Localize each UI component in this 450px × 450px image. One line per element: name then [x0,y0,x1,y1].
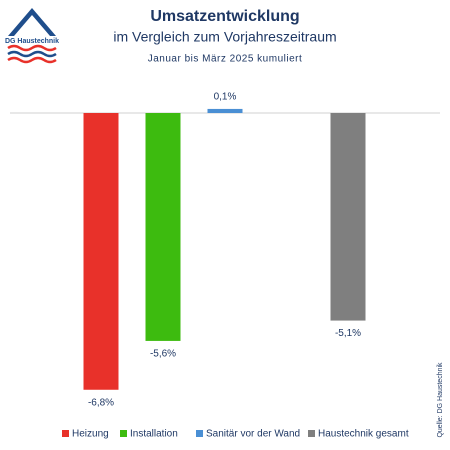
legend-label: Installation [130,429,178,440]
chart-note: Januar bis März 2025 kumuliert [148,54,303,65]
value-label: -6,8% [88,397,114,408]
legend-swatch [196,430,203,437]
chart-subtitle: im Vergleich zum Vorjahreszeitraum [113,29,336,45]
logo-roof [8,8,56,36]
bar [330,113,366,321]
bar [145,113,181,341]
source: Quelle: DG Haustechnik [437,362,444,438]
logo-wave [7,50,57,58]
logo-wave [7,44,57,52]
value-label: -5,6% [150,349,176,360]
legend-swatch [308,430,315,437]
value-label: 0,1% [214,92,237,103]
legend-label: Heizung [72,429,109,440]
legend-swatch [62,430,69,437]
legend-swatch [120,430,127,437]
logo: DG Haustechnik [5,8,59,64]
value-label: -5,1% [335,328,361,339]
logo-text: DG Haustechnik [5,38,59,45]
legend-label: Sanitär vor der Wand [206,429,300,440]
bar [83,113,119,390]
bar [207,108,243,113]
legend-label: Haustechnik gesamt [318,429,409,440]
logo-wave [7,56,57,64]
chart-title: Umsatzentwicklung [150,8,299,25]
